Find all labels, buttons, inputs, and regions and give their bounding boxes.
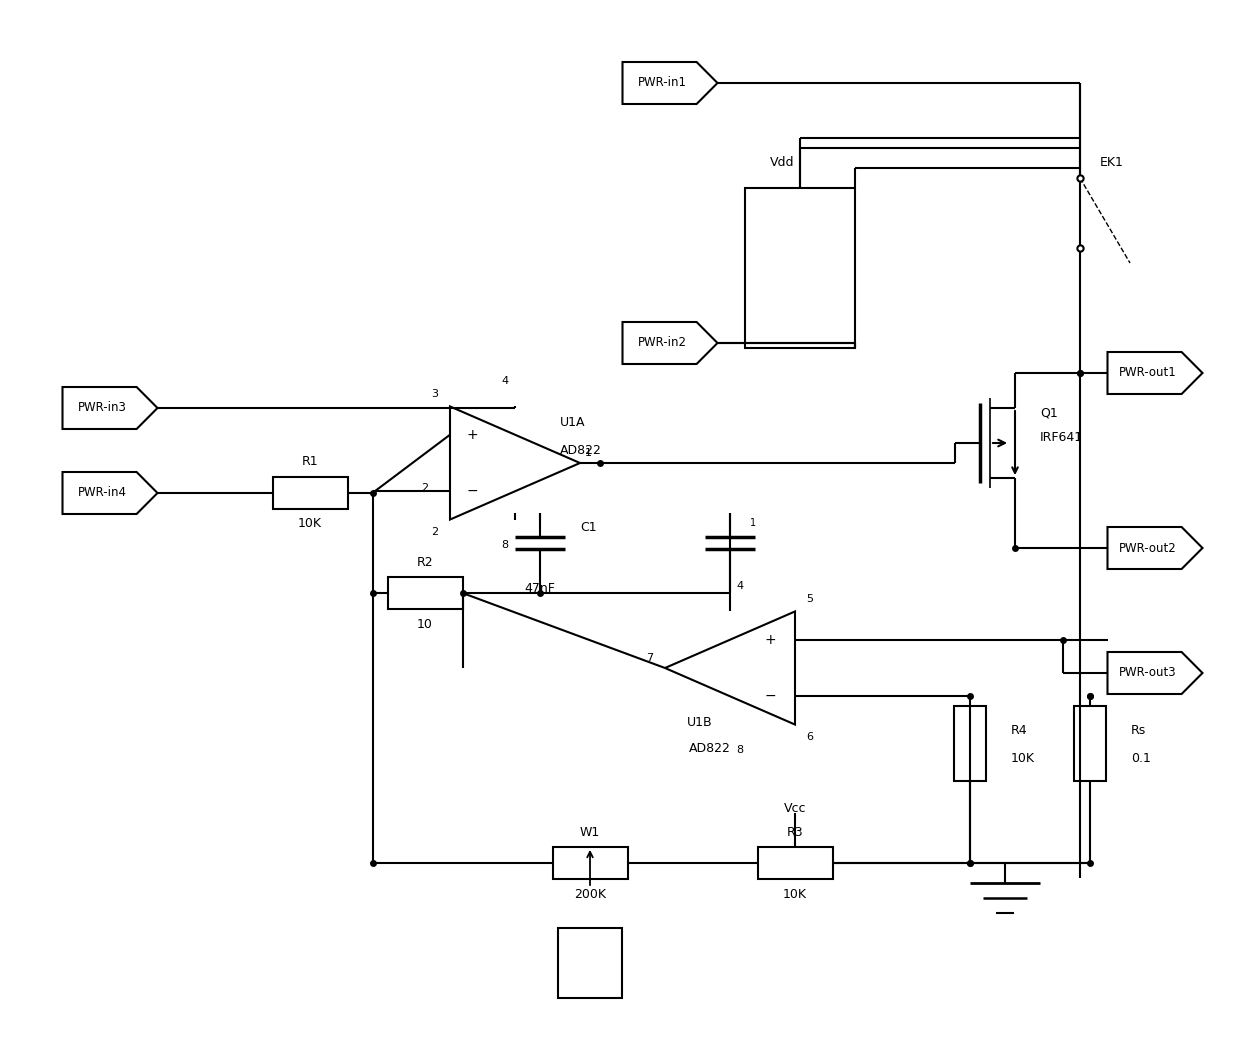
Text: AD822: AD822	[560, 444, 601, 457]
Bar	[553, 847, 627, 879]
Text: W1: W1	[580, 825, 600, 839]
Text: PWR-out3: PWR-out3	[1118, 667, 1177, 679]
Text: PWR-in2: PWR-in2	[637, 336, 687, 349]
Text: R3: R3	[786, 825, 804, 839]
Bar	[1074, 706, 1106, 781]
Bar	[758, 847, 832, 879]
Bar	[387, 577, 463, 609]
Text: 4: 4	[501, 377, 508, 386]
Bar	[745, 188, 856, 348]
Text: R1: R1	[301, 456, 319, 469]
Text: 10K: 10K	[1011, 751, 1035, 765]
Text: PWR-out1: PWR-out1	[1118, 366, 1177, 380]
Text: +: +	[764, 633, 776, 646]
Text: 200K: 200K	[574, 888, 606, 900]
Text: 6: 6	[806, 731, 813, 742]
Text: 5: 5	[806, 595, 813, 604]
Text: 2: 2	[422, 484, 429, 493]
Text: 10K: 10K	[298, 517, 322, 530]
Text: 10: 10	[417, 618, 433, 631]
Text: U1B: U1B	[687, 716, 713, 730]
Text: 1: 1	[750, 518, 756, 528]
Text: U1A: U1A	[560, 417, 585, 430]
Text: Vdd: Vdd	[770, 157, 795, 169]
Text: +: +	[466, 427, 477, 442]
Text: PWR-in1: PWR-in1	[637, 76, 687, 90]
Text: EK1: EK1	[1100, 157, 1123, 169]
Bar	[954, 706, 986, 781]
Text: PWR-in4: PWR-in4	[78, 487, 126, 499]
Text: 8: 8	[737, 745, 744, 754]
Text: 8: 8	[501, 540, 508, 549]
Text: 10K: 10K	[782, 888, 807, 900]
Text: 2: 2	[432, 527, 439, 536]
Text: Q1: Q1	[1040, 406, 1058, 420]
Text: 4: 4	[737, 582, 744, 591]
Bar	[558, 928, 622, 998]
Text: −: −	[466, 485, 477, 498]
Text: Rs: Rs	[1131, 725, 1146, 737]
Text: 0.1: 0.1	[1131, 751, 1151, 765]
Bar	[273, 477, 347, 509]
Text: 3: 3	[432, 389, 439, 400]
Text: IRF641: IRF641	[1040, 432, 1083, 444]
Text: 1: 1	[584, 448, 591, 458]
Text: R2: R2	[417, 555, 433, 568]
Text: R4: R4	[1011, 725, 1028, 737]
Text: PWR-out2: PWR-out2	[1118, 542, 1177, 554]
Text: C1: C1	[580, 522, 596, 534]
Text: 7: 7	[646, 653, 653, 663]
Text: AD822: AD822	[689, 742, 730, 754]
Text: 47nF: 47nF	[525, 582, 556, 595]
Text: PWR-in3: PWR-in3	[78, 401, 126, 415]
Text: Vcc: Vcc	[784, 802, 806, 815]
Text: −: −	[764, 689, 776, 704]
